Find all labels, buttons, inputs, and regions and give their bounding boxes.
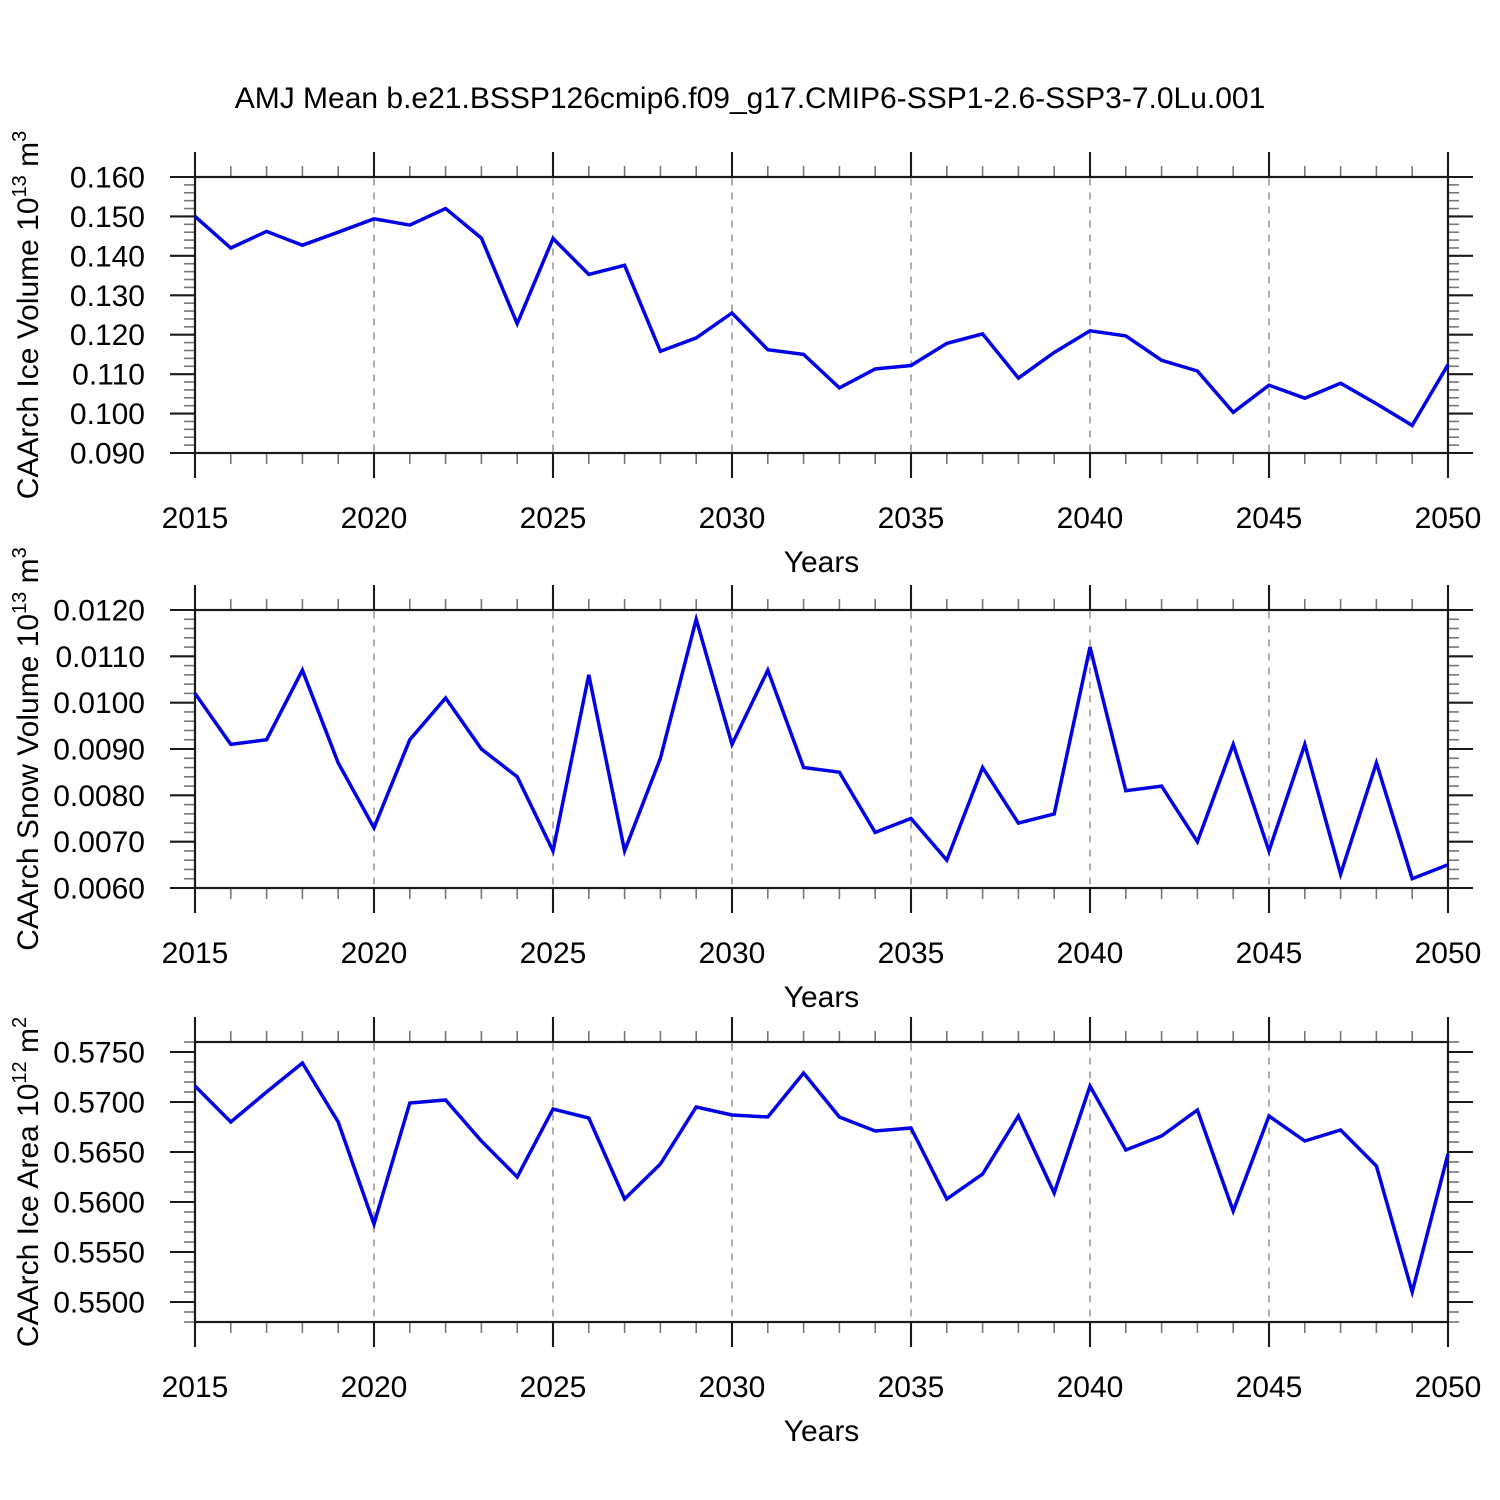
x-tick-label: 2040: [1057, 1371, 1124, 1404]
x-tick-label: 2040: [1057, 937, 1124, 970]
y-tick-label: 0.5700: [53, 1087, 145, 1120]
x-tick-label: 2045: [1236, 937, 1303, 970]
x-tick-label: 2045: [1236, 502, 1303, 535]
x-tick-label: 2020: [341, 937, 408, 970]
y-tick-label: 0.100: [70, 398, 145, 431]
plot-frame: [193, 1040, 1450, 1324]
y-tick-label: 0.0100: [53, 687, 145, 720]
x-tick-label: 2025: [520, 1371, 587, 1404]
y-axis-title: CAArch Ice Volume 1013 m3: [9, 131, 45, 500]
y-axis-title: CAArch Ice Area 1012 m2: [9, 1017, 45, 1347]
x-tick-label: 2015: [162, 937, 229, 970]
x-tick-label: 2035: [878, 1371, 945, 1404]
y-tick-label: 0.5500: [53, 1287, 145, 1320]
y-tick-label: 0.110: [72, 359, 145, 392]
y-tick-label: 0.160: [70, 162, 145, 195]
x-tick-label: 2035: [878, 502, 945, 535]
y-tick-label: 0.5650: [53, 1137, 145, 1170]
x-tick-label: 2015: [162, 502, 229, 535]
y-tick-label: 0.5750: [53, 1037, 145, 1070]
x-tick-label: 2050: [1415, 1371, 1482, 1404]
data-line-snow-volume: [193, 612, 1449, 882]
x-tick-label: 2035: [878, 937, 945, 970]
panel-ice-volume: 0.160 0.150 0.140 0.130 0.120 0.110 0.100 0.090…: [9, 131, 1481, 579]
y-tick-label: 0.0120: [53, 595, 145, 628]
x-tick-label: 2040: [1057, 502, 1124, 535]
x-tick-label: 2025: [520, 937, 587, 970]
x-tick-label: 2045: [1236, 1371, 1303, 1404]
plot-frame: [193, 608, 1450, 890]
y-axis-title: CAArch Snow Volume 1013 m3: [9, 547, 45, 951]
y-tick-label: 0.0060: [53, 873, 145, 906]
x-axis-title: Years: [784, 1415, 860, 1448]
data-line-ice-volume: [193, 206, 1450, 428]
y-tick-label: 0.130: [70, 280, 145, 313]
y-tick-label: 0.150: [70, 201, 145, 234]
plot-frame: [193, 175, 1450, 455]
y-tick-label: 0.0070: [53, 826, 145, 859]
data-line-ice-area: [193, 1060, 1450, 1299]
panel-ice-area: 0.5750 0.5700 0.5650 0.5600 0.5550 0.5500 2015…: [9, 1017, 1481, 1448]
y-tick-label: 0.0080: [53, 780, 145, 813]
x-tick-label: 2050: [1415, 937, 1482, 970]
y-tick-label: 0.5550: [53, 1237, 145, 1270]
y-tick-label: 0.090: [70, 438, 145, 471]
x-tick-label: 2020: [341, 1371, 408, 1404]
x-tick-label: 2030: [699, 1371, 766, 1404]
y-tick-label: 0.5600: [53, 1187, 145, 1220]
x-tick-label: 2015: [162, 1371, 229, 1404]
x-axis-title: Years: [784, 981, 860, 1014]
panel-snow-volume: 0.0120 0.0110 0.0100 0.0090 0.0080 0.0070 0.00…: [9, 547, 1481, 1014]
x-axis-title: Years: [784, 546, 860, 579]
y-tick-label: 0.120: [70, 319, 145, 352]
x-tick-label: 2025: [520, 502, 587, 535]
y-tick-label: 0.140: [70, 240, 145, 273]
y-tick-label: 0.0110: [55, 641, 145, 674]
figure-title: AMJ Mean b.e21.BSSP126cmip6.f09_g17.CMIP…: [234, 82, 1266, 115]
x-tick-label: 2050: [1415, 502, 1482, 535]
x-tick-label: 2030: [699, 937, 766, 970]
x-tick-label: 2020: [341, 502, 408, 535]
x-tick-label: 2030: [699, 502, 766, 535]
y-tick-label: 0.0090: [53, 734, 145, 767]
